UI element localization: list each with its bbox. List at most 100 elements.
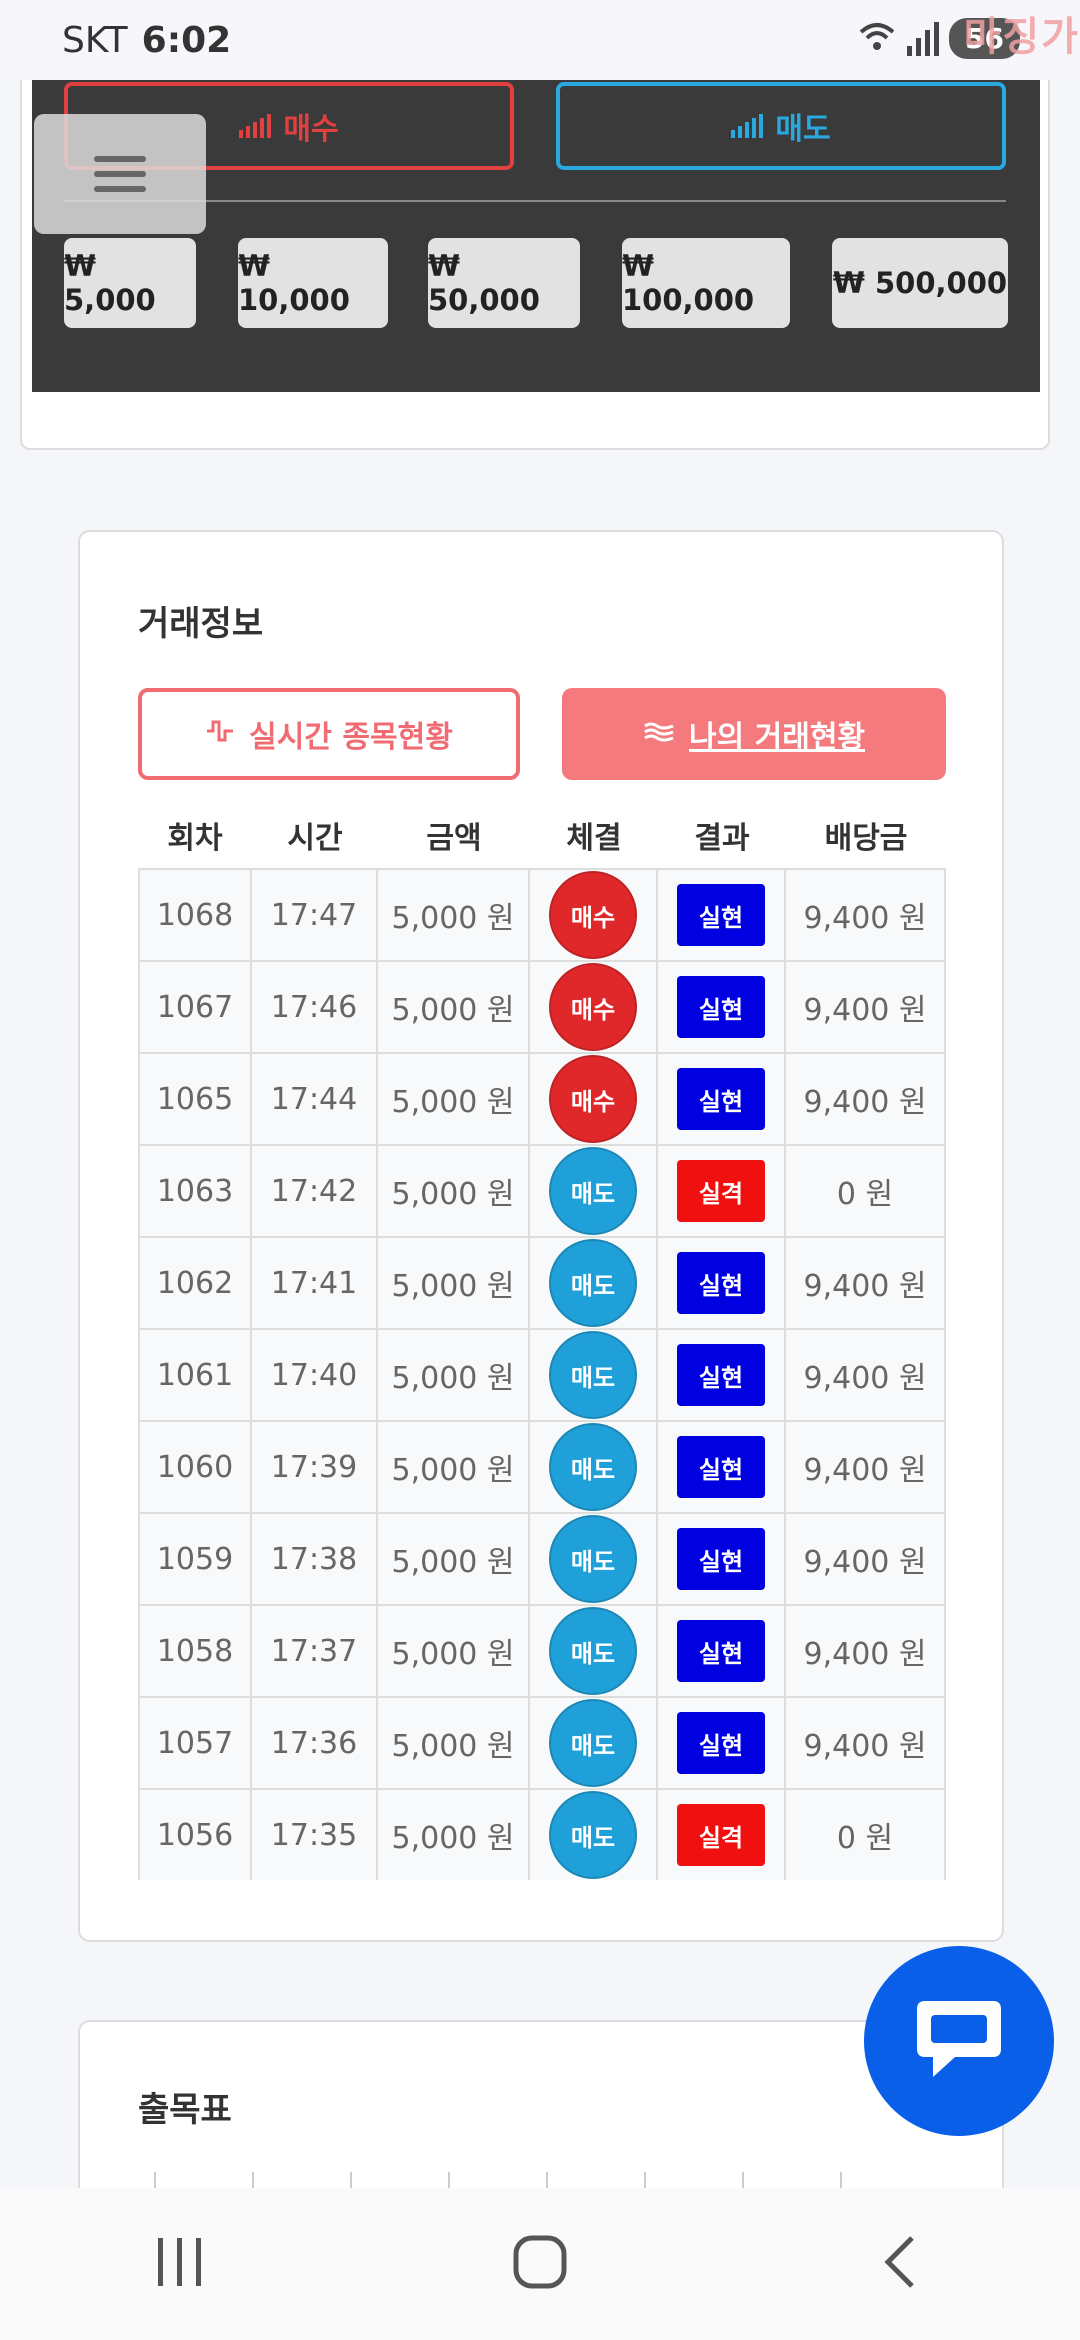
system-nav-bar: [0, 2188, 1080, 2340]
column-header-payout: 배당금: [824, 821, 908, 856]
table-row: 1059 17:38 5,000 원 매도 실현 9,400 원: [138, 1514, 946, 1606]
cell-time: 17:39: [252, 1422, 378, 1512]
cell-amount: 5,000 원: [378, 1330, 530, 1420]
table-row: 1068 17:47 5,000 원 매수 실현 9,400 원: [138, 870, 946, 962]
cell-round: 1068: [138, 870, 252, 960]
cell-round: 1063: [138, 1146, 252, 1236]
column-header-execution: 체결: [566, 821, 622, 856]
clock: 6:02: [141, 19, 232, 61]
hamburger-icon: [94, 156, 146, 162]
amount-button-100000[interactable]: ₩ 100,000: [622, 238, 790, 328]
cell-payout: 9,400 원: [786, 1606, 946, 1696]
cell-payout: 9,400 원: [786, 1054, 946, 1144]
table-row: 1056 17:35 5,000 원 매도 실격 0 원: [138, 1790, 946, 1880]
result-badge: 실현: [677, 1344, 765, 1406]
tab-live-label: 실시간 종목현황: [249, 720, 453, 755]
tab-my-trades[interactable]: 나의 거래현황: [562, 688, 946, 780]
cell-execution: 매도: [530, 1790, 658, 1880]
pulse-icon: [205, 717, 235, 752]
signal-icon: [907, 21, 940, 56]
execution-badge: 매수: [549, 871, 637, 959]
cell-payout: 0 원: [786, 1790, 946, 1880]
cell-time: 17:44: [252, 1054, 378, 1144]
cell-round: 1060: [138, 1422, 252, 1512]
cell-amount: 5,000 원: [378, 1790, 530, 1880]
result-badge: 실현: [677, 1252, 765, 1314]
execution-badge: 매도: [549, 1423, 637, 1511]
result-badge: 실현: [677, 1436, 765, 1498]
trade-info-card: 거래정보 실시간 종목현황 나의 거래현황 회차 시간 금액 체결 결과 배당금…: [78, 530, 1004, 1942]
cell-round: 1062: [138, 1238, 252, 1328]
cell-amount: 5,000 원: [378, 962, 530, 1052]
cell-execution: 매수: [530, 962, 658, 1052]
result-badge: 실현: [677, 976, 765, 1038]
cell-time: 17:42: [252, 1146, 378, 1236]
cell-result: 실현: [658, 870, 786, 960]
table-row: 1058 17:37 5,000 원 매도 실현 9,400 원: [138, 1606, 946, 1698]
cell-round: 1059: [138, 1514, 252, 1604]
cell-result: 실현: [658, 1330, 786, 1420]
cell-execution: 매수: [530, 870, 658, 960]
status-bar: SKT 6:02 56 마징가: [0, 0, 1080, 80]
sell-button-label: 매도: [775, 112, 831, 147]
execution-badge: 매도: [549, 1699, 637, 1787]
carrier-label: SKT: [62, 19, 128, 61]
trade-table-body[interactable]: 1068 17:47 5,000 원 매수 실현 9,400 원 1067 17:46 5,00…: [138, 868, 946, 1880]
chat-button[interactable]: [864, 1946, 1054, 2136]
sell-button[interactable]: 매도: [556, 82, 1006, 170]
panel-divider: [64, 200, 1006, 202]
cell-time: 17:37: [252, 1606, 378, 1696]
cell-amount: 5,000 원: [378, 870, 530, 960]
buy-button-label: 매수: [283, 112, 339, 147]
cell-execution: 매도: [530, 1514, 658, 1604]
cell-result: 실격: [658, 1790, 786, 1880]
tab-mine-label: 나의 거래현황: [688, 720, 866, 755]
hamburger-menu-button[interactable]: [34, 114, 206, 234]
waves-icon: [643, 717, 675, 752]
cell-time: 17:36: [252, 1698, 378, 1788]
cell-result: 실현: [658, 1606, 786, 1696]
cell-time: 17:35: [252, 1790, 378, 1880]
column-header-result: 결과: [694, 821, 750, 856]
amount-button-50000[interactable]: ₩ 50,000: [428, 238, 580, 328]
recent-apps-button[interactable]: [120, 2214, 240, 2314]
cell-round: 1061: [138, 1330, 252, 1420]
cell-result: 실현: [658, 1238, 786, 1328]
cell-payout: 9,400 원: [786, 870, 946, 960]
amount-button-500000[interactable]: ₩ 500,000: [832, 238, 1008, 328]
cell-amount: 5,000 원: [378, 1238, 530, 1328]
column-header-amount: 금액: [426, 821, 482, 856]
amount-button-5000[interactable]: ₩ 5,000: [64, 238, 196, 328]
cell-amount: 5,000 원: [378, 1698, 530, 1788]
table-row: 1061 17:40 5,000 원 매도 실현 9,400 원: [138, 1330, 946, 1422]
cell-time: 17:41: [252, 1238, 378, 1328]
execution-badge: 매도: [549, 1239, 637, 1327]
signal-bars-icon: [239, 114, 272, 138]
amount-button-10000[interactable]: ₩ 10,000: [238, 238, 388, 328]
cell-execution: 매도: [530, 1146, 658, 1236]
home-button[interactable]: [480, 2214, 600, 2314]
cell-execution: 매수: [530, 1054, 658, 1144]
cell-payout: 9,400 원: [786, 1422, 946, 1512]
result-badge: 실현: [677, 1712, 765, 1774]
back-button[interactable]: [840, 2214, 960, 2314]
cell-result: 실현: [658, 1054, 786, 1144]
cell-execution: 매도: [530, 1238, 658, 1328]
cell-result: 실격: [658, 1146, 786, 1236]
result-badge: 실현: [677, 884, 765, 946]
execution-badge: 매도: [549, 1331, 637, 1419]
execution-badge: 매도: [549, 1607, 637, 1695]
home-icon: [512, 2234, 568, 2294]
table-row: 1063 17:42 5,000 원 매도 실격 0 원: [138, 1146, 946, 1238]
back-icon: [880, 2234, 920, 2294]
tab-live-status[interactable]: 실시간 종목현황: [138, 688, 520, 780]
result-badge: 실격: [677, 1160, 765, 1222]
cell-amount: 5,000 원: [378, 1146, 530, 1236]
cell-round: 1058: [138, 1606, 252, 1696]
cell-payout: 9,400 원: [786, 1330, 946, 1420]
recent-apps-icon: [152, 2236, 208, 2292]
cell-time: 17:38: [252, 1514, 378, 1604]
cell-result: 실현: [658, 1514, 786, 1604]
column-header-time: 시간: [287, 821, 343, 856]
cell-result: 실현: [658, 962, 786, 1052]
